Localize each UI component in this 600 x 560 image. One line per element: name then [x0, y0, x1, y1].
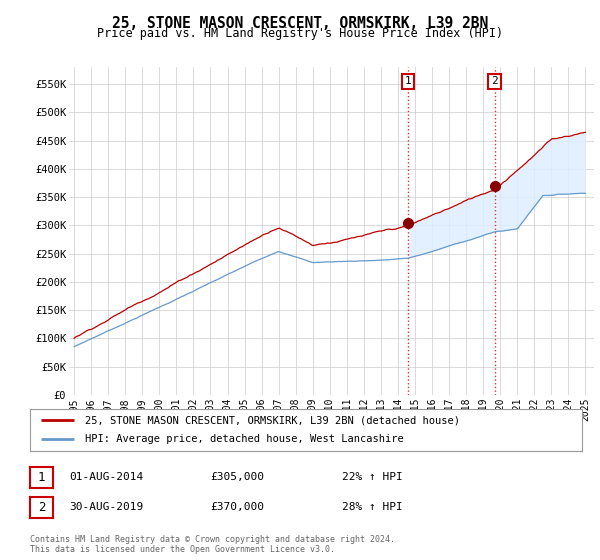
- Text: 28% ↑ HPI: 28% ↑ HPI: [342, 502, 403, 512]
- Text: 2: 2: [491, 76, 498, 86]
- Text: £305,000: £305,000: [210, 472, 264, 482]
- Text: Price paid vs. HM Land Registry's House Price Index (HPI): Price paid vs. HM Land Registry's House …: [97, 27, 503, 40]
- Text: 1: 1: [404, 76, 411, 86]
- Text: 25, STONE MASON CRESCENT, ORMSKIRK, L39 2BN: 25, STONE MASON CRESCENT, ORMSKIRK, L39 …: [112, 16, 488, 31]
- Text: 22% ↑ HPI: 22% ↑ HPI: [342, 472, 403, 482]
- Text: 2: 2: [38, 501, 45, 514]
- Text: Contains HM Land Registry data © Crown copyright and database right 2024.
This d: Contains HM Land Registry data © Crown c…: [30, 535, 395, 554]
- Text: £370,000: £370,000: [210, 502, 264, 512]
- Text: 01-AUG-2014: 01-AUG-2014: [69, 472, 143, 482]
- Text: HPI: Average price, detached house, West Lancashire: HPI: Average price, detached house, West…: [85, 435, 404, 445]
- Text: 1: 1: [38, 471, 45, 484]
- Text: 25, STONE MASON CRESCENT, ORMSKIRK, L39 2BN (detached house): 25, STONE MASON CRESCENT, ORMSKIRK, L39 …: [85, 415, 460, 425]
- Text: 30-AUG-2019: 30-AUG-2019: [69, 502, 143, 512]
